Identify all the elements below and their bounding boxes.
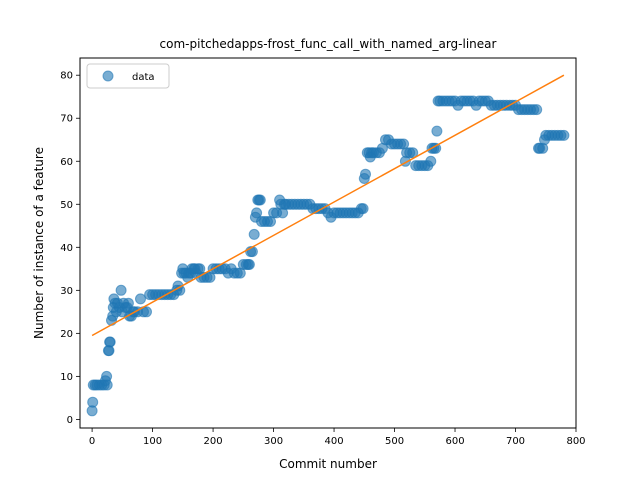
data-point [102, 380, 112, 390]
data-point [426, 156, 436, 166]
data-point [116, 285, 126, 295]
data-point [105, 337, 115, 347]
x-tick-label: 300 [264, 436, 283, 447]
data-point [358, 204, 368, 214]
y-tick-label: 10 [60, 372, 73, 383]
legend: data [87, 64, 169, 88]
data-point [247, 247, 257, 257]
y-tick-label: 50 [60, 200, 73, 211]
data-point [244, 260, 254, 270]
chart-title: com-pitchedapps-frost_func_call_with_nam… [160, 37, 497, 51]
x-tick-label: 400 [325, 436, 344, 447]
y-tick-label: 0 [67, 415, 73, 426]
data-point [255, 195, 265, 205]
data-point [532, 105, 542, 115]
x-tick-label: 800 [566, 436, 585, 447]
y-tick-label: 70 [60, 114, 73, 125]
x-tick-label: 600 [445, 436, 464, 447]
x-axis-label: Commit number [279, 457, 377, 471]
legend-marker [103, 71, 113, 81]
y-tick-label: 60 [60, 157, 73, 168]
data-point [136, 294, 146, 304]
x-tick-label: 0 [89, 436, 95, 447]
data-point [142, 307, 152, 317]
data-point [432, 126, 442, 136]
data-point [88, 397, 98, 407]
x-tick-label: 100 [143, 436, 162, 447]
x-tick-label: 200 [204, 436, 223, 447]
data-point [559, 130, 569, 140]
y-tick-label: 40 [60, 243, 73, 254]
y-tick-label: 80 [60, 71, 73, 82]
legend-box [87, 64, 169, 88]
y-tick-label: 20 [60, 329, 73, 340]
x-tick-label: 500 [385, 436, 404, 447]
x-tick-label: 700 [506, 436, 525, 447]
y-axis-label: Number of instance of a feature [32, 147, 46, 339]
data-point [249, 229, 259, 239]
data-point [361, 169, 371, 179]
y-tick-label: 30 [60, 286, 73, 297]
legend-label: data [132, 72, 155, 83]
